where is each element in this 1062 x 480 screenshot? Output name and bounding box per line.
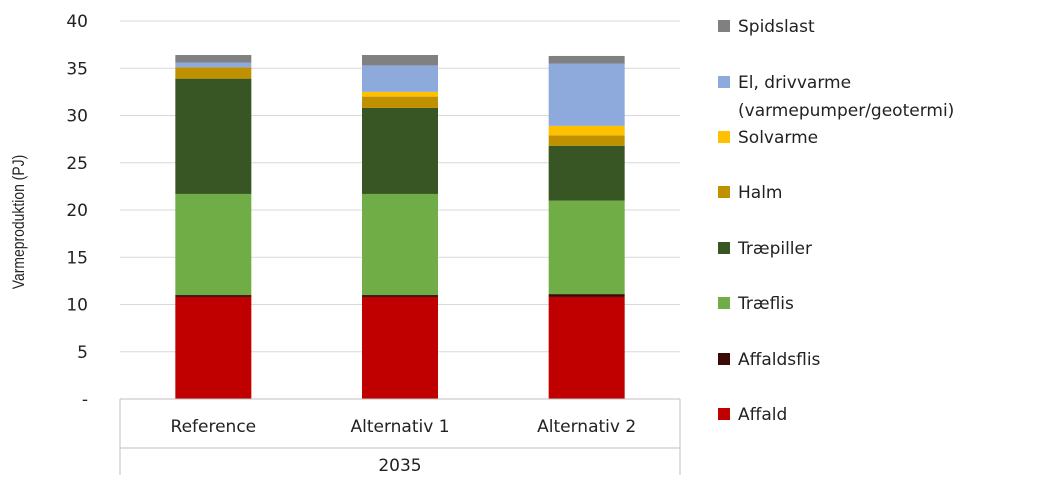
bar-segment <box>548 55 625 64</box>
bar-segment <box>175 55 252 63</box>
legend-swatch <box>718 242 730 254</box>
x-tick-label: Reference <box>171 417 257 437</box>
legend-label: Træpiller <box>737 239 812 259</box>
legend-label: Affaldsflis <box>738 350 821 370</box>
x-group-label: 2035 <box>378 456 421 475</box>
y-tick-label: 30 <box>66 107 88 127</box>
y-tick-label: 35 <box>66 59 88 79</box>
legend-label: Solvarme <box>738 128 818 148</box>
legend-label: (varmepumper/geotermi) <box>738 101 954 121</box>
y-tick-label: - <box>82 390 88 410</box>
bar-segment <box>362 65 438 92</box>
bar-segment <box>548 125 625 136</box>
legend-swatch <box>718 353 730 365</box>
bar-segment <box>175 78 252 194</box>
legend-swatch <box>718 20 730 32</box>
bar-segment <box>362 193 438 296</box>
y-tick-label: 40 <box>66 12 88 32</box>
bar-segment <box>362 295 438 297</box>
bar-segment <box>548 145 625 201</box>
legend-swatch <box>718 408 730 420</box>
y-tick-label: 25 <box>66 154 88 174</box>
legend-swatch <box>718 76 730 88</box>
bar-segment <box>362 91 438 97</box>
bar-segment <box>175 296 252 399</box>
bar-segment <box>548 296 625 399</box>
bar-segment <box>548 294 625 297</box>
bar-segment <box>362 296 438 399</box>
legend-swatch <box>718 186 730 198</box>
legend-label: Halm <box>738 183 782 203</box>
bar-segment <box>548 63 625 126</box>
bar-segment <box>175 67 252 79</box>
y-axis-title: Varmeproduktion (PJ) <box>10 155 29 289</box>
legend-label: El, drivvarme <box>738 73 851 93</box>
y-tick-label: 5 <box>77 343 88 363</box>
legend-label: Spidslast <box>738 17 815 37</box>
bar-segment <box>175 193 252 296</box>
bar-segment <box>548 200 625 295</box>
legend-label: Træflis <box>737 294 794 314</box>
y-tick-label: 15 <box>66 248 88 268</box>
legend-swatch <box>718 297 730 309</box>
bar-segment <box>362 107 438 194</box>
legend-label: Affald <box>738 405 787 425</box>
x-tick-label: Alternativ 1 <box>350 417 449 437</box>
y-tick-label: 10 <box>66 296 88 316</box>
x-tick-label: Alternativ 2 <box>537 417 636 437</box>
bar-segment <box>548 135 625 146</box>
legend-swatch <box>718 131 730 143</box>
bar-segment <box>175 62 252 68</box>
bar-segment <box>362 96 438 108</box>
y-tick-label: 20 <box>66 201 88 221</box>
bar-segment <box>175 295 252 297</box>
bar-segment <box>362 55 438 66</box>
